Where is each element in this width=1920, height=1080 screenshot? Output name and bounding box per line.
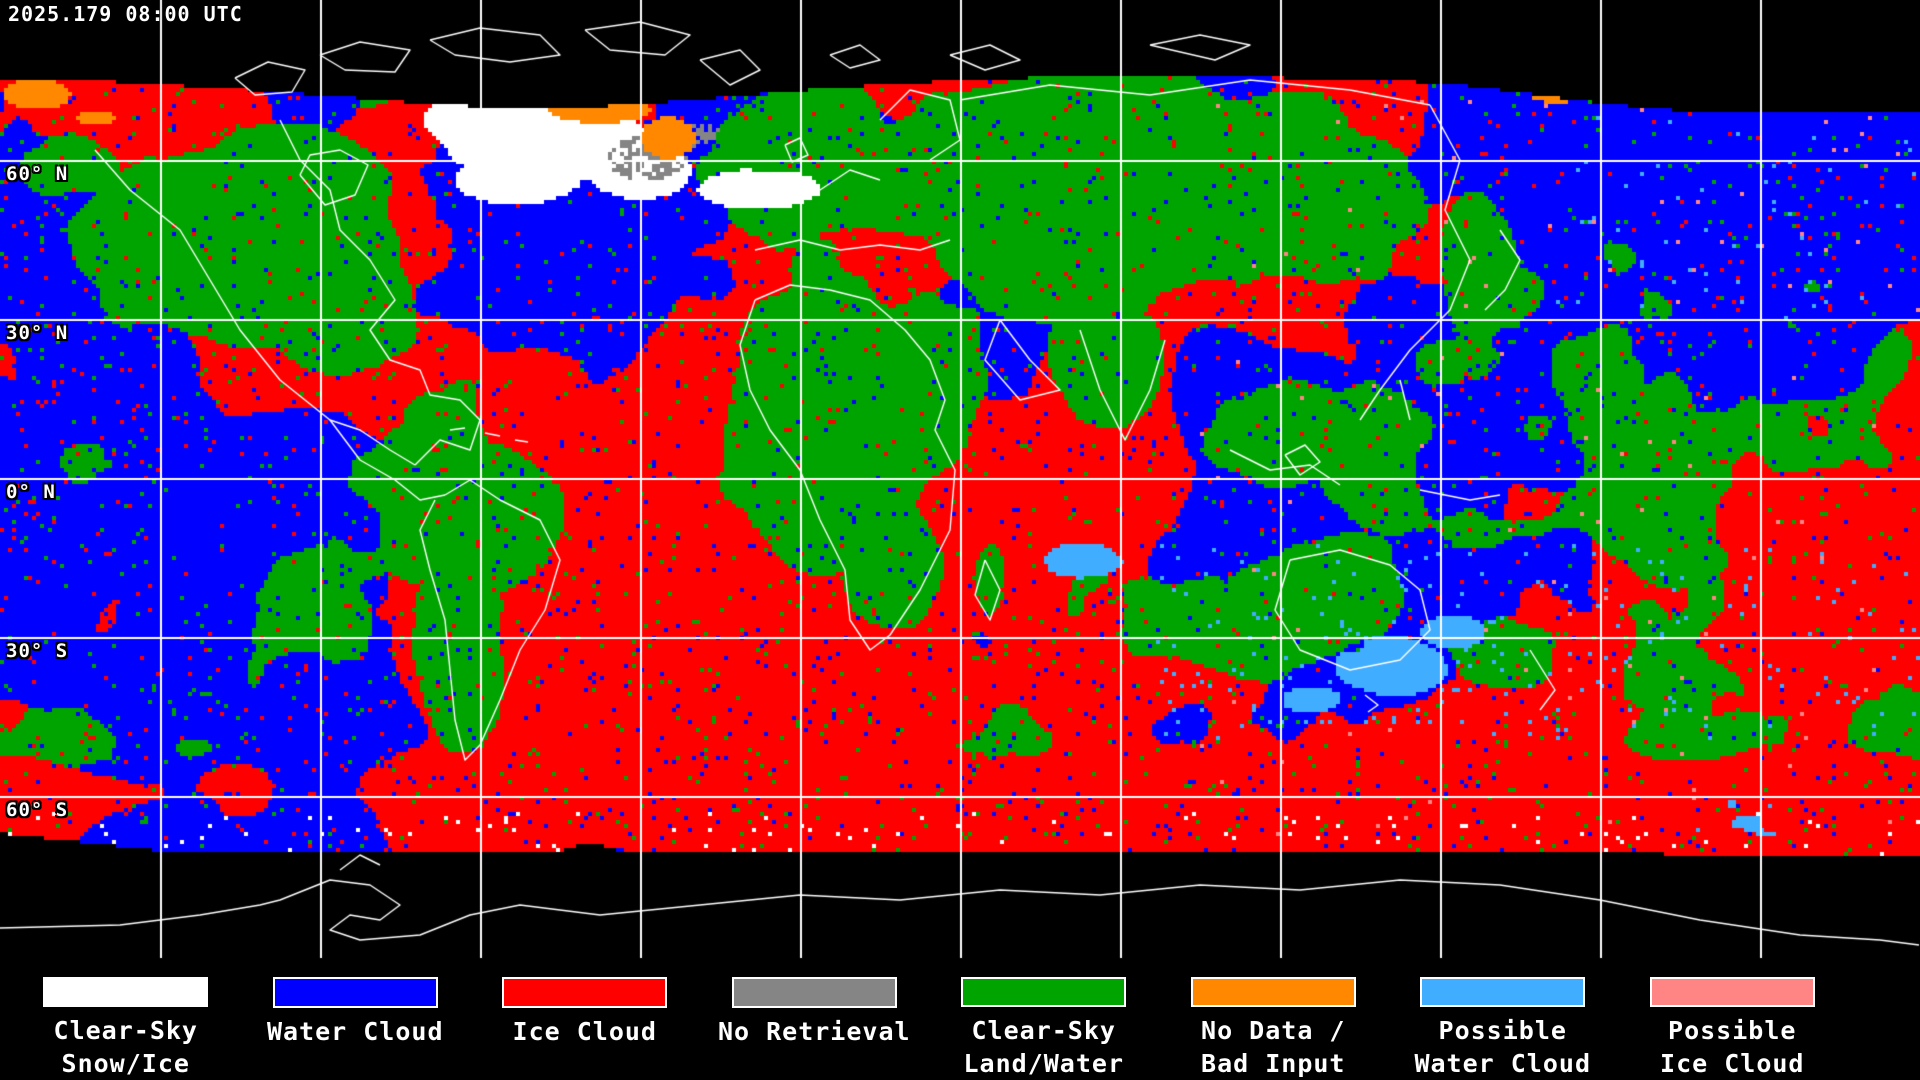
legend-item-possible-ice-cloud: Possible Ice Cloud <box>1618 960 1848 1080</box>
global-cloud-mask-map <box>0 0 1920 960</box>
legend-swatch-water-cloud <box>272 977 438 1008</box>
legend-label: Clear-Sky Land/Water <box>963 1014 1124 1080</box>
lat-label-60s: 60° S <box>6 799 69 821</box>
legend-label-line: Bad Input <box>1201 1049 1346 1078</box>
legend-swatch-possible-ice-cloud <box>1649 977 1815 1007</box>
legend: Clear-Sky Snow/Ice Water Cloud Ice Cloud No … <box>11 960 1847 1080</box>
legend-item-water-cloud: Water Cloud <box>241 960 471 1080</box>
legend-label-line: Ice Cloud <box>1660 1049 1805 1078</box>
legend-label-line: Snow/Ice <box>61 1049 190 1078</box>
legend-label-line: Possible <box>1668 1016 1797 1045</box>
legend-label-line: No Data / <box>1201 1016 1346 1045</box>
legend-label: Water Cloud <box>267 1015 444 1048</box>
legend-label: No Retrieval <box>718 1015 911 1048</box>
legend-swatch-possible-water-cloud <box>1420 977 1586 1007</box>
legend-label-line: Water Cloud <box>266 1017 444 1046</box>
legend-label: Ice Cloud <box>513 1015 657 1048</box>
legend-item-clear-sky-land-water: Clear-Sky Land/Water <box>929 960 1159 1080</box>
lat-label-0n: 0° N <box>6 481 56 503</box>
timestamp-label: 2025.179 08:00 UTC <box>8 2 243 26</box>
lat-label-30s: 30° S <box>6 640 69 662</box>
legend-swatch-no-data-bad-input <box>1190 977 1356 1007</box>
legend-label: No Data / Bad Input <box>1201 1014 1345 1080</box>
legend-label-line: Ice Cloud <box>512 1017 657 1046</box>
legend-label: Possible Water Cloud <box>1414 1014 1591 1080</box>
legend-item-ice-cloud: Ice Cloud <box>470 960 700 1080</box>
legend-swatch-ice-cloud <box>502 977 668 1008</box>
legend-label-line: Land/Water <box>963 1049 1124 1078</box>
legend-label-line: Possible <box>1438 1016 1567 1045</box>
legend-label-line: Clear-Sky <box>971 1016 1116 1045</box>
legend-item-no-data-bad-input: No Data / Bad Input <box>1159 960 1389 1080</box>
legend-swatch-clear-sky-land-water <box>961 977 1127 1007</box>
legend-item-no-retrieval: No Retrieval <box>700 960 930 1080</box>
lat-label-60n: 60° N <box>6 163 69 185</box>
legend-label: Possible Ice Cloud <box>1660 1014 1804 1080</box>
legend-label: Clear-Sky Snow/Ice <box>54 1014 198 1080</box>
legend-label-line: Water Cloud <box>1414 1049 1592 1078</box>
legend-swatch-no-retrieval <box>731 977 897 1008</box>
legend-item-clear-sky-snow-ice: Clear-Sky Snow/Ice <box>11 960 241 1080</box>
legend-item-possible-water-cloud: Possible Water Cloud <box>1388 960 1618 1080</box>
legend-swatch-clear-sky-snow-ice <box>43 977 209 1007</box>
lat-label-30n: 30° N <box>6 322 69 344</box>
legend-label-line: No Retrieval <box>717 1017 911 1046</box>
legend-label-line: Clear-Sky <box>53 1016 198 1045</box>
